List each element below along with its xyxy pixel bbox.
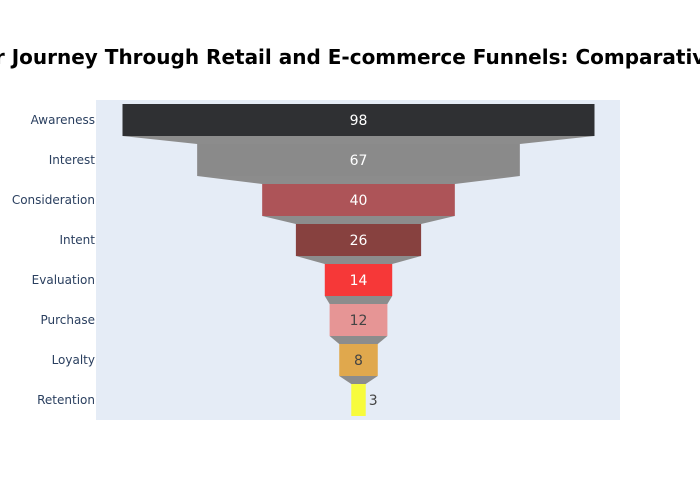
chart-title: Customer Journey Through Retail and E-co… (0, 45, 700, 69)
funnel-bar (122, 104, 595, 136)
value-label: 98 (350, 113, 368, 129)
funnel-bar (295, 224, 422, 256)
y-axis-tick-labels: Awareness Interest Consideration Intent Eval… (12, 113, 95, 407)
y-tick-label: Purchase (41, 313, 96, 327)
funnel-connector (122, 136, 595, 144)
y-tick-label: Evaluation (32, 273, 95, 287)
funnel-bar (324, 264, 393, 296)
y-tick-label: Awareness (31, 113, 95, 127)
y-tick-label: Consideration (12, 193, 95, 207)
funnel-bar (329, 304, 388, 336)
funnel-connector (295, 256, 422, 264)
value-label: 26 (350, 233, 368, 249)
funnel-connector (339, 376, 378, 384)
value-label: 12 (350, 313, 368, 329)
y-tick-label: Retention (37, 393, 95, 407)
funnel-connector (329, 336, 388, 344)
funnel-bar (351, 384, 366, 416)
y-tick-label: Intent (59, 233, 95, 247)
funnel-connector (197, 176, 520, 184)
y-tick-label: Loyalty (52, 353, 95, 367)
value-label: 3 (369, 393, 378, 409)
funnel-connector (262, 216, 455, 224)
value-label: 40 (350, 193, 368, 209)
value-label: 14 (350, 273, 368, 289)
funnel-bar (339, 344, 378, 376)
y-tick-label: Interest (49, 153, 96, 167)
funnel-bar (197, 144, 520, 176)
value-labels: 98 67 40 26 14 12 8 3 (350, 113, 378, 409)
funnel-bars (122, 104, 595, 416)
value-label: 8 (354, 353, 363, 369)
funnel-bar (262, 184, 455, 216)
funnel-connector (324, 296, 393, 304)
value-label: 67 (350, 153, 368, 169)
funnel-connectors (122, 136, 595, 384)
